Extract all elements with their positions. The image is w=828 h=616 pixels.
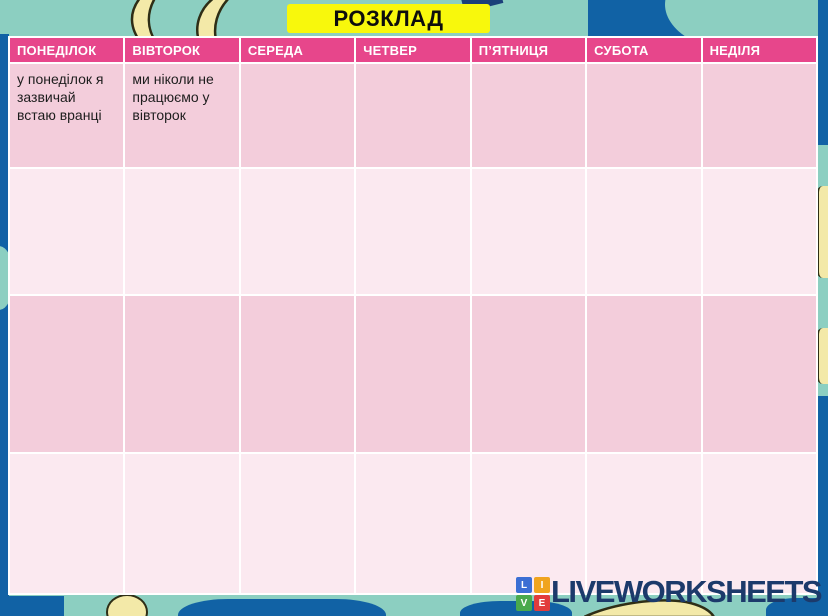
banana-decoration bbox=[817, 186, 828, 278]
answer-cell[interactable] bbox=[125, 169, 239, 294]
logo-square-e: E bbox=[534, 595, 550, 611]
blue-band-decoration bbox=[0, 596, 64, 616]
column-header-thursday: ЧЕТВЕР bbox=[356, 38, 470, 62]
answer-cell[interactable] bbox=[471, 296, 586, 452]
answer-cell[interactable] bbox=[10, 454, 124, 593]
answer-cell[interactable] bbox=[587, 64, 701, 167]
logo-square-v: V bbox=[516, 595, 532, 611]
logo-square-i: I bbox=[534, 577, 550, 593]
column-header-friday: П’ЯТНИЦЯ bbox=[471, 38, 586, 62]
answer-cell[interactable] bbox=[240, 296, 355, 452]
banana-icon bbox=[584, 599, 715, 616]
answer-cell[interactable] bbox=[587, 454, 701, 593]
worksheet-title: РОЗКЛАД bbox=[333, 5, 444, 31]
banana-decoration bbox=[106, 594, 148, 616]
column-header-tuesday: ВІВТОРОК bbox=[125, 38, 239, 62]
answer-cell[interactable]: у понеділок я зазвичай встаю вранці bbox=[10, 64, 124, 167]
answer-cell[interactable] bbox=[356, 296, 470, 452]
logo-square-l: L bbox=[516, 577, 532, 593]
blue-strip-decoration bbox=[0, 34, 9, 616]
blue-strip-decoration bbox=[818, 396, 828, 601]
column-header-monday: ПОНЕДІЛОК bbox=[10, 38, 124, 62]
blue-band-decoration bbox=[178, 599, 386, 616]
answer-cell[interactable] bbox=[125, 296, 239, 452]
answer-cell[interactable] bbox=[471, 454, 586, 593]
liveworksheets-logo-icon: L I V E bbox=[516, 577, 550, 611]
answer-cell[interactable] bbox=[471, 64, 586, 167]
answer-cell[interactable] bbox=[702, 454, 816, 593]
answer-cell[interactable] bbox=[356, 454, 470, 593]
answer-cell[interactable] bbox=[10, 296, 124, 452]
column-header-saturday: СУБОТА bbox=[587, 38, 701, 62]
answer-cell[interactable] bbox=[471, 169, 586, 294]
answer-cell[interactable] bbox=[240, 64, 355, 167]
column-header-wednesday: СЕРЕДА bbox=[240, 38, 355, 62]
liveworksheets-wordmark: LIVEWORKSHEETS bbox=[551, 574, 823, 609]
answer-cell[interactable] bbox=[356, 64, 470, 167]
column-header-sunday: НЕДІЛЯ bbox=[702, 38, 816, 62]
worksheet-title-box: РОЗКЛАД bbox=[287, 4, 490, 33]
answer-cell[interactable] bbox=[702, 296, 816, 452]
answer-cell[interactable] bbox=[240, 169, 355, 294]
answer-cell[interactable]: ми ніколи не працюємо у вівторок bbox=[125, 64, 239, 167]
answer-cell[interactable] bbox=[587, 169, 701, 294]
answer-cell[interactable] bbox=[587, 296, 701, 452]
banana-icon bbox=[196, 0, 230, 44]
schedule-table: ПОНЕДІЛОК ВІВТОРОК СЕРЕДА ЧЕТВЕР П’ЯТНИЦ… bbox=[8, 36, 818, 595]
answer-cell[interactable] bbox=[702, 64, 816, 167]
answer-cell[interactable] bbox=[356, 169, 470, 294]
banana-icon bbox=[130, 0, 159, 44]
blue-band-decoration bbox=[766, 598, 828, 616]
answer-cell[interactable] bbox=[240, 454, 355, 593]
blue-strip-decoration bbox=[818, 0, 828, 145]
liveworksheets-logo: L I V E LIVEWORKSHEETS bbox=[516, 574, 823, 611]
banana-decoration bbox=[817, 328, 828, 384]
answer-cell[interactable] bbox=[702, 169, 816, 294]
answer-cell[interactable] bbox=[10, 169, 124, 294]
answer-cell[interactable] bbox=[125, 454, 239, 593]
